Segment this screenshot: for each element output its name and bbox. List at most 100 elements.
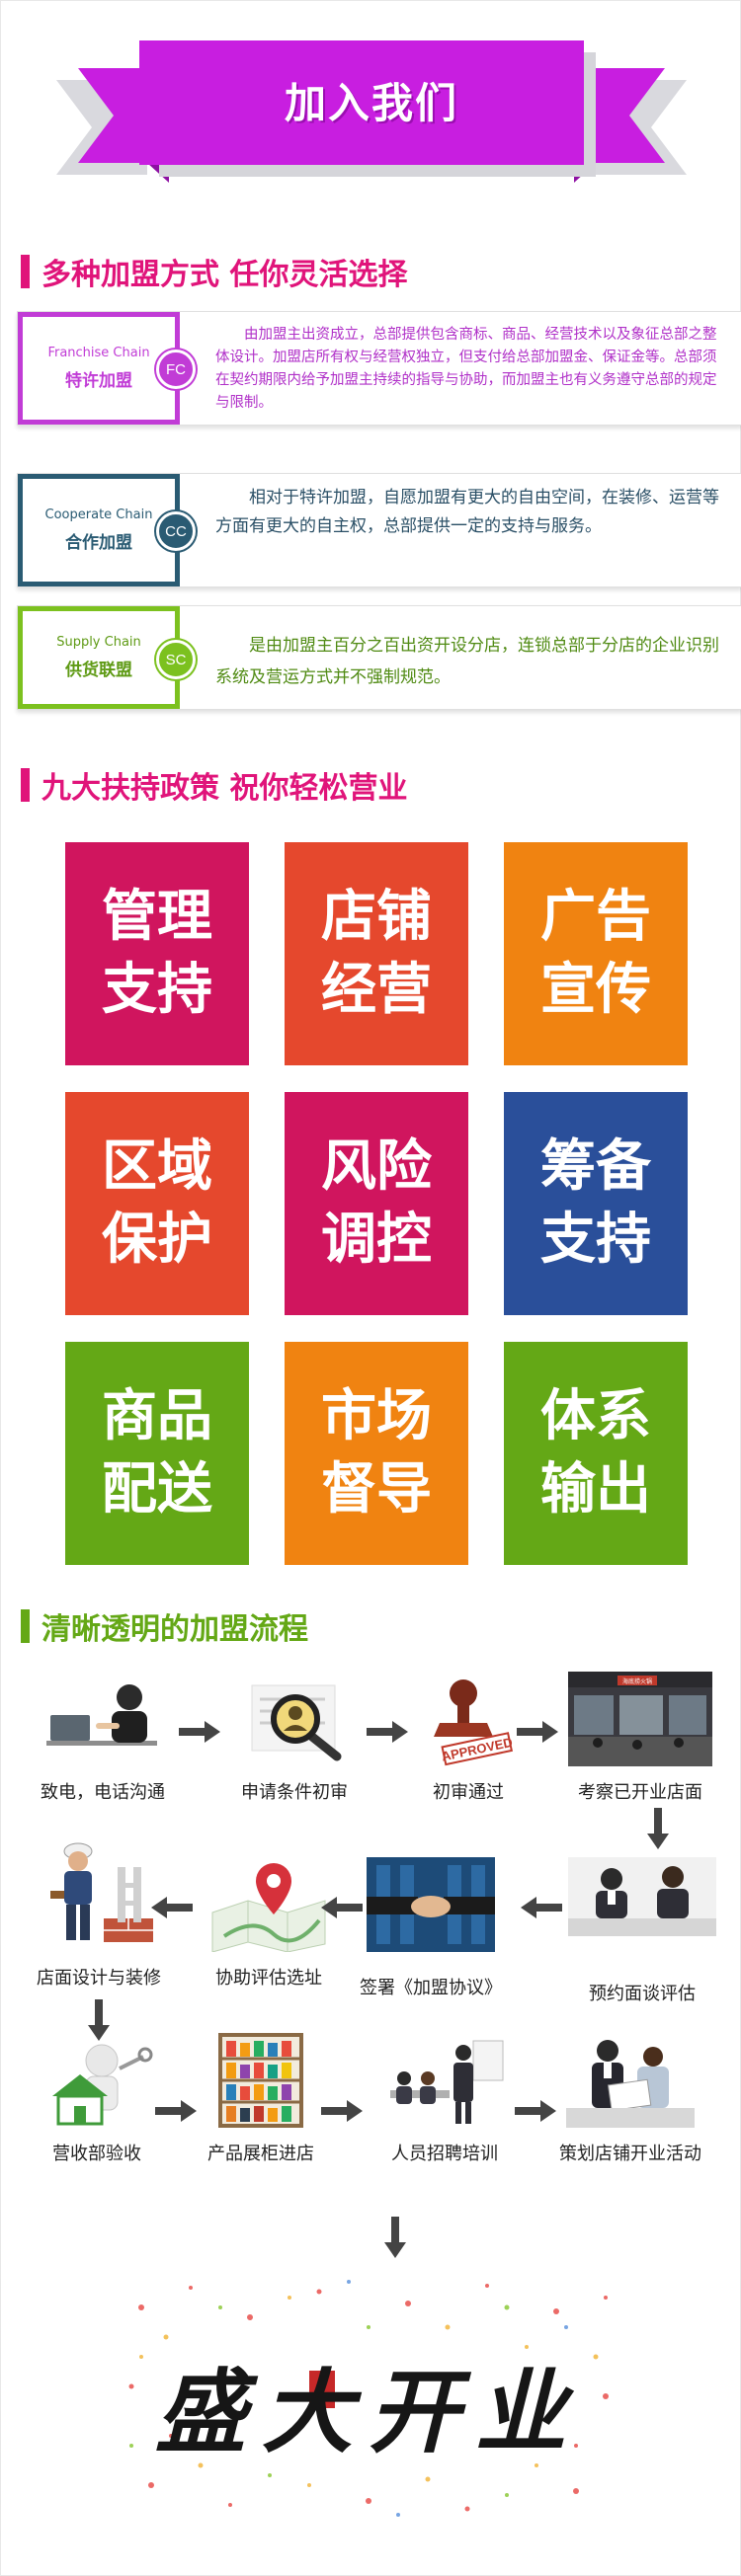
process-step-review: 申请条件初审 [220,1672,369,1804]
tile-line2: 督导 [321,1457,432,1522]
section-heading-support-policies: 九大扶持政策 祝你轻松营业 [21,763,407,807]
arrow-right-icon [155,2100,197,2122]
chain-label-box: Cooperate Chain 合作加盟 [18,474,180,586]
interview-icon [568,1857,716,1952]
map-pin-icon [205,1857,333,1953]
policy-tile: 体系 输出 [504,1342,688,1565]
chain-label-box: Supply Chain 供货联盟 [18,606,180,709]
chain-description: 相对于特许加盟，自愿加盟有更大的自由空间，在装修、运营等方面有更大的自主权，总部… [215,488,719,536]
chain-card-franchise: Franchise Chain 特许加盟 FC 由加盟主出资成立，总部提供包含商… [17,311,741,426]
tile-line2: 配送 [102,1457,212,1522]
grand-opening-text: 盛大开业 [154,2359,582,2465]
chain-card-cooperate: Cooperate Chain 合作加盟 CC 相对于特许加盟，自愿加盟有更大的… [17,473,741,587]
chain-badge: FC [156,350,196,389]
arrow-right-icon [367,1721,408,1743]
tile-line2: 调控 [321,1208,432,1272]
house-inspection-icon [33,2033,161,2128]
magnifier-icon [230,1672,359,1766]
arrow-down-icon [88,1999,110,2041]
step-label: 考察已开业店面 [578,1782,702,1803]
policy-tile: 商品 配送 [65,1342,249,1565]
banner-title: 加入我们 [284,79,458,127]
policy-tile: 筹备 支持 [504,1092,688,1315]
chain-english-name: Franchise Chain [47,346,150,360]
chain-badge: SC [156,640,196,679]
step-label: 营收部验收 [52,2144,141,2164]
step-label: 人员招聘培训 [391,2144,498,2164]
arrow-down-icon [384,2217,406,2258]
chain-card-supply: Supply Chain 供货联盟 SC 是由加盟主百分之百出资开设分店，连锁总… [17,605,741,710]
tile-line2: 输出 [540,1457,651,1522]
policy-tile: 风险 调控 [285,1092,468,1315]
step-label: 预约面谈评估 [589,1984,696,2004]
process-step-sign-agreement: 签署《加盟协议》 [357,1857,505,1999]
tile-line1: 市场 [321,1384,432,1448]
chain-chinese-name: 供货联盟 [65,661,132,680]
chain-english-name: Supply Chain [56,635,141,650]
handshake-icon [367,1857,495,1952]
section-title: 九大扶持政策 祝你轻松营业 [41,771,408,806]
arrow-down-icon [647,1808,669,1849]
seal-mark [309,2371,335,2408]
process-step-training: 人员招聘培训 [370,2033,519,2165]
step-label: 策划店铺开业活动 [559,2144,701,2164]
arrow-left-icon [521,1897,562,1918]
arrow-left-icon [321,1897,363,1918]
heading-bar [21,255,30,288]
arrow-right-icon [321,2100,363,2122]
tile-line2: 保护 [102,1208,212,1272]
phone-call-icon [39,1672,167,1766]
tile-line1: 店铺 [321,885,432,949]
grand-opening-banner: 盛大开业 [112,2268,625,2525]
section-heading-join-modes: 多种加盟方式 任你灵活选择 [21,250,407,293]
process-step-design-renovation: 店面设计与装修 [25,1837,173,1990]
chain-label-box: Franchise Chain 特许加盟 [18,312,180,425]
chain-badge: CC [156,511,196,551]
heading-bar [21,1609,30,1643]
section-title: 清晰透明的加盟流程 [41,1612,308,1647]
chain-description: 由加盟主出资成立，总部提供包含商标、商品、经营技术以及象征总部之整体设计。加盟店… [215,327,717,411]
process-step-display-shelves: 产品展柜进店 [187,2033,335,2165]
section-title: 多种加盟方式 任你灵活选择 [41,258,408,292]
step-label: 产品展柜进店 [207,2144,314,2164]
tile-line2: 支持 [102,958,212,1022]
planning-icon [566,2033,695,2128]
arrow-left-icon [151,1897,193,1918]
process-step-approved: APPROVED 初审通过 [394,1672,542,1804]
process-step-call: 致电，电话沟通 [29,1672,177,1804]
arrow-right-icon [517,1721,558,1743]
step-label: 店面设计与装修 [37,1968,161,1989]
arrow-right-icon [515,2100,556,2122]
step-label: 初审通过 [433,1782,504,1803]
store-sign: 海底捞火锅 [622,1678,652,1685]
tile-line1: 商品 [102,1384,212,1448]
policy-tile: 广告 宣传 [504,842,688,1065]
process-step-opening-plan: 策划店铺开业活动 [556,2033,704,2165]
chain-chinese-name: 特许加盟 [65,371,132,391]
store-icon: 海底捞火锅 [568,1672,712,1766]
approved-stamp-icon: APPROVED [404,1672,533,1766]
tile-line1: 筹备 [540,1134,651,1199]
tile-line2: 经营 [321,958,432,1022]
process-step-visit-store: 海底捞火锅 考察已开业店面 [566,1672,714,1804]
policy-tile: 店铺 经营 [285,842,468,1065]
chain-description: 是由加盟主百分之百出资开设分店，连锁总部于分店的企业识别系统及营运方式并不强制规… [215,636,719,687]
policy-tile: 区域 保护 [65,1092,249,1315]
header-banner: 加入我们 [1,1,741,198]
arrow-right-icon [179,1721,220,1743]
chain-chinese-name: 合作加盟 [65,533,132,553]
heading-bar [21,768,30,802]
tile-line1: 体系 [540,1384,651,1448]
step-label: 申请条件初审 [241,1782,348,1803]
step-label: 协助评估选址 [215,1968,322,1989]
training-icon [380,2033,509,2128]
tile-line1: 广告 [540,885,651,949]
worker-icon [35,1837,163,1952]
step-label: 致电，电话沟通 [41,1782,165,1803]
display-shelf-icon [197,2033,325,2128]
step-label: 签署《加盟协议》 [360,1978,502,1998]
tile-line1: 管理 [102,885,212,949]
process-step-interview: 预约面谈评估 [568,1857,716,2005]
tile-line1: 风险 [321,1134,432,1199]
